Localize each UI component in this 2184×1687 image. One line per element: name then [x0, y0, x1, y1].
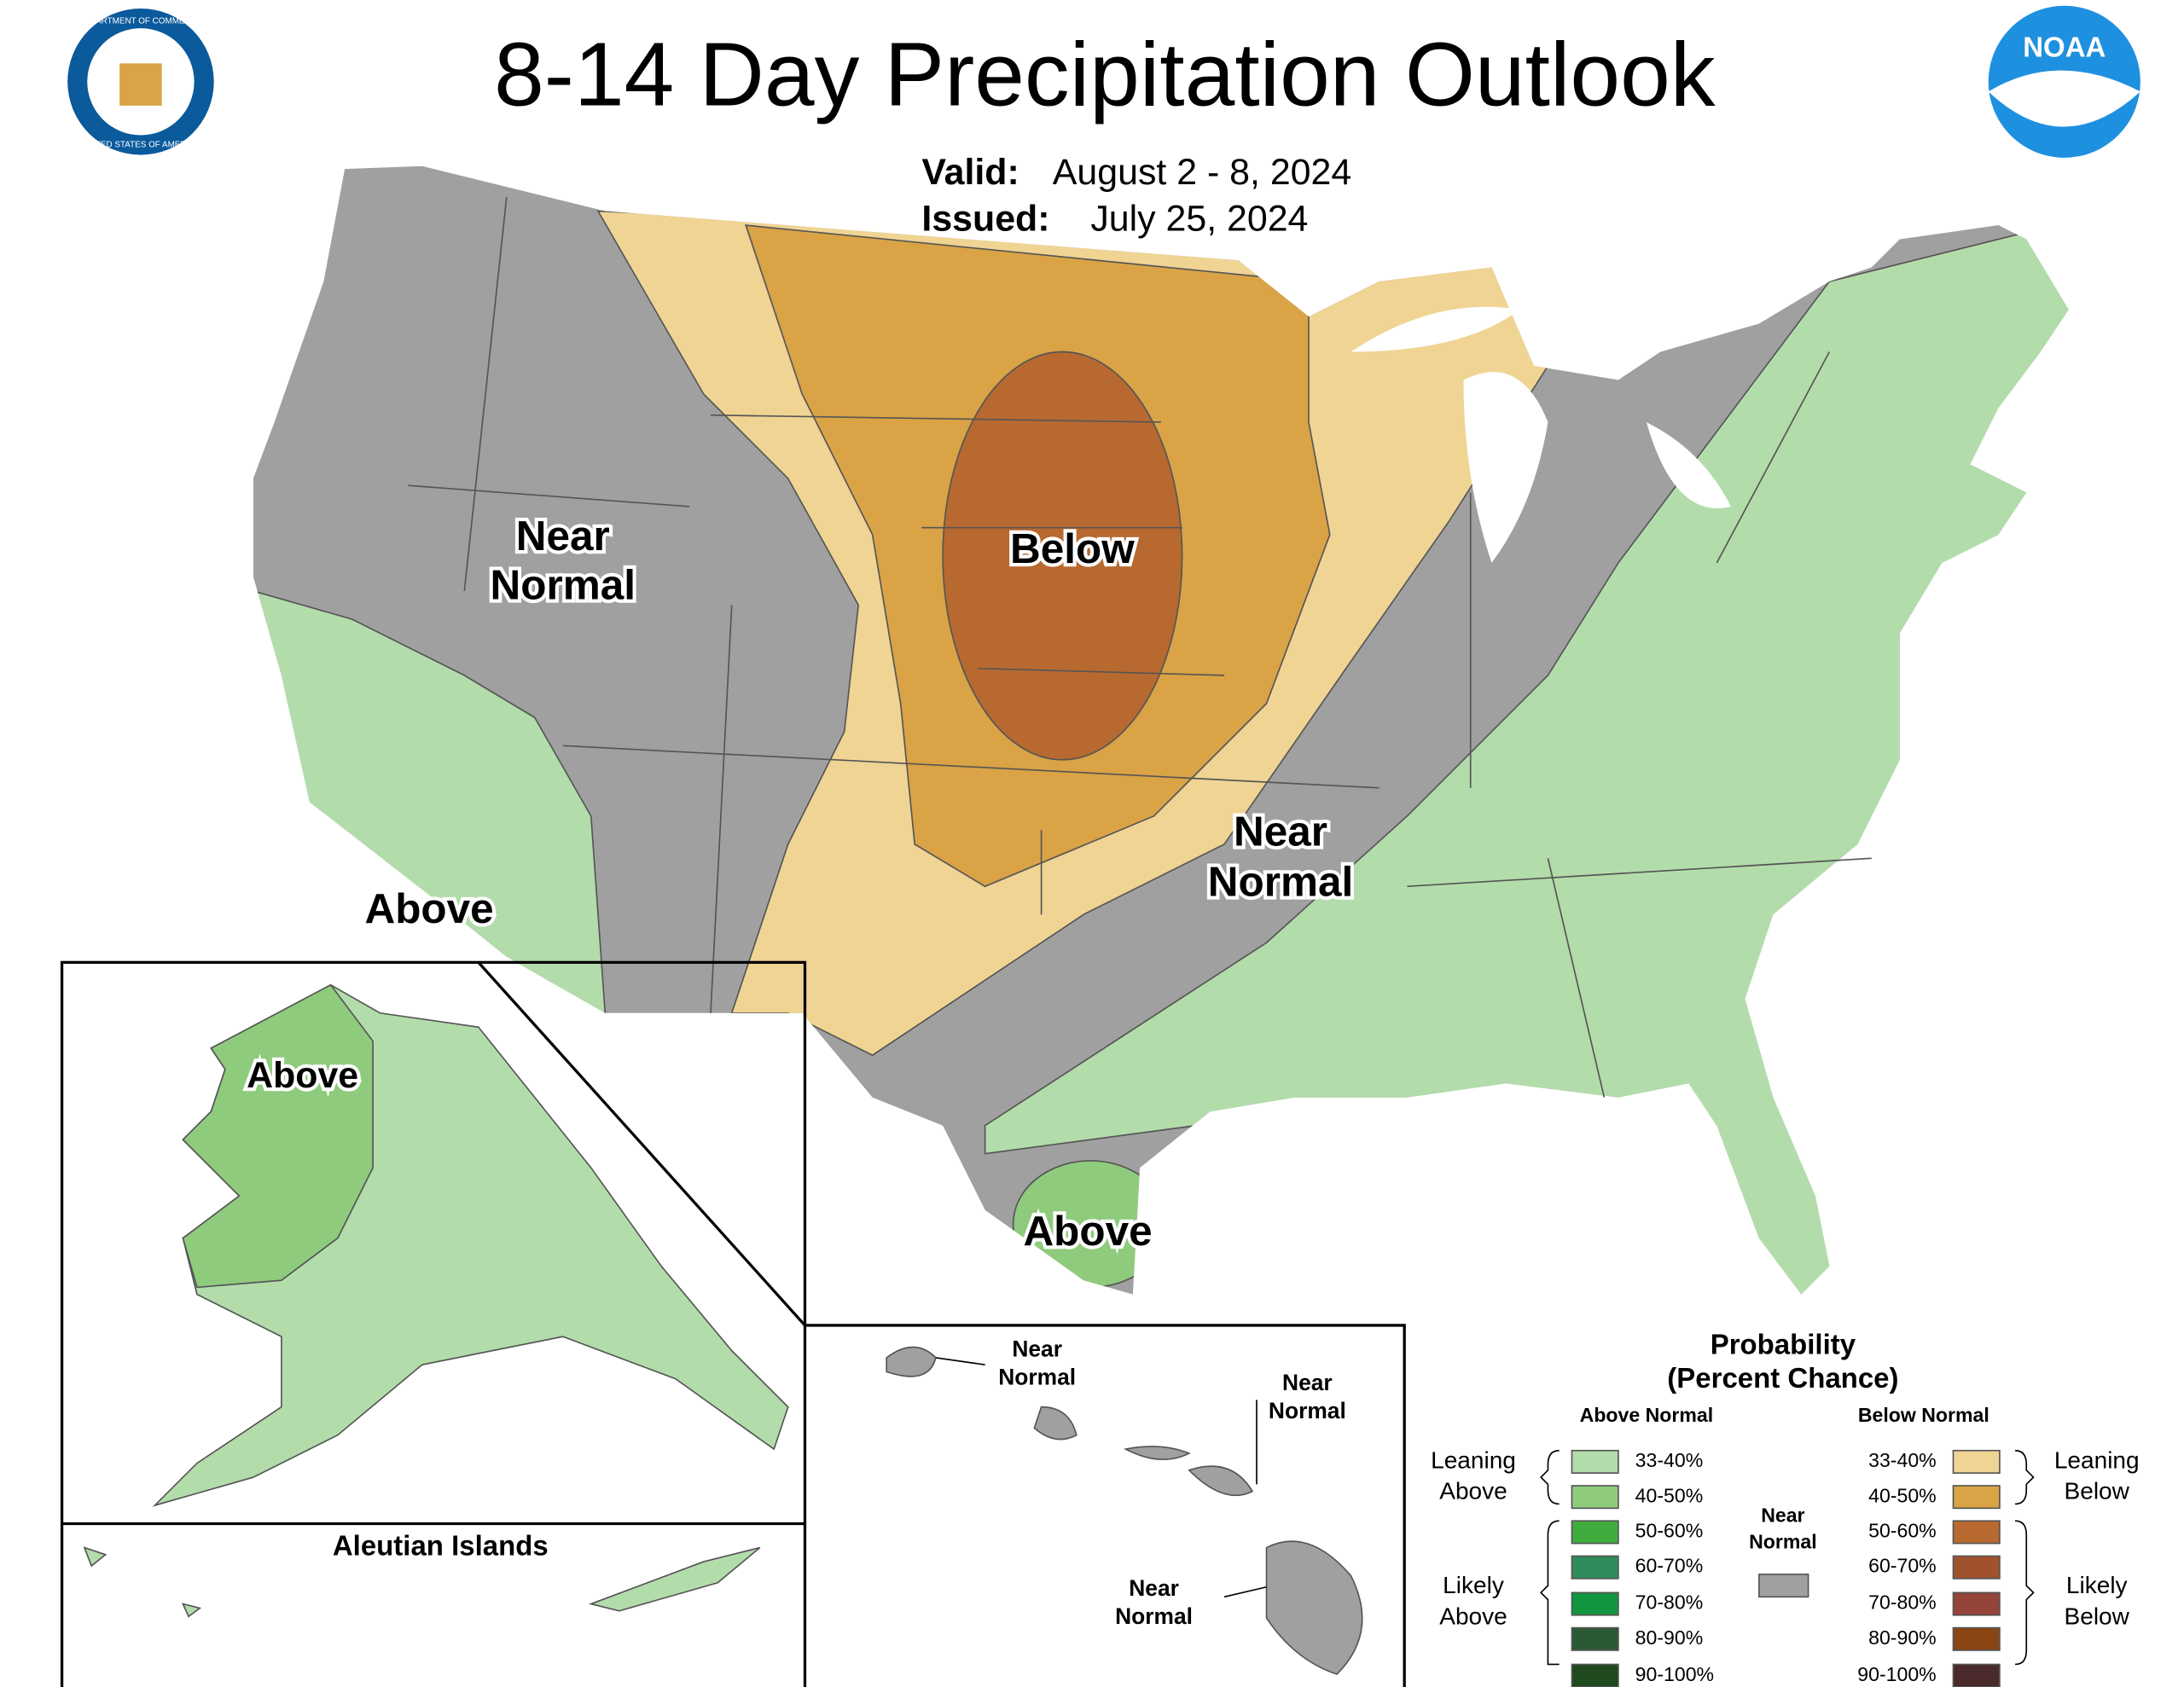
legend-group: Leaning	[2054, 1446, 2140, 1473]
legend-swatch	[1952, 1485, 2001, 1510]
legend-swatch	[1571, 1449, 1619, 1474]
legend-range: 60-70%	[1635, 1555, 1704, 1577]
legend-swatch	[1952, 1520, 2001, 1545]
region-label: Above	[1023, 1208, 1152, 1255]
legend-title: (Percent Chance)	[1667, 1362, 1898, 1394]
region-label: Above	[364, 885, 493, 932]
legend-range: 60-70%	[1868, 1555, 1937, 1577]
seal-text: UNITED STATES OF AMERICA	[81, 141, 201, 150]
legend-range: 50-60%	[1868, 1520, 1937, 1542]
legend-swatch	[1952, 1591, 2001, 1616]
issued-label: Issued:	[921, 198, 1049, 239]
legend-swatch	[1571, 1520, 1619, 1545]
legend-group: Below	[2065, 1478, 2130, 1504]
legend-range: 33-40%	[1635, 1449, 1704, 1471]
issued-date: July 25, 2024	[1090, 198, 1308, 239]
legend-group: Above	[1439, 1603, 1507, 1629]
region-label: Normal	[491, 562, 636, 609]
alaska-inset	[60, 960, 1406, 1687]
legend: Probability (Percent Chance) Above Norma…	[1431, 1328, 2140, 1687]
legend-swatch	[1952, 1449, 2001, 1474]
noaa-logo: NOAA	[1988, 5, 2140, 158]
legend-group: Below	[2065, 1603, 2130, 1629]
legend-range: 40-50%	[1635, 1484, 1704, 1506]
valid-date: August 2 - 8, 2024	[1053, 152, 1351, 193]
legend-range: 40-50%	[1868, 1484, 1937, 1506]
seal: DEPARTMENT OF COMMERCE UNITED STATES OF …	[67, 9, 214, 155]
title: 8-14 Day Precipitation Outlook	[494, 25, 1716, 125]
region-label: Near	[516, 513, 610, 559]
legend-range: 80-90%	[1868, 1626, 1937, 1649]
legend-group: Leaning	[1431, 1446, 1516, 1473]
legend-title: Probability	[1711, 1328, 1856, 1359]
legend-swatch	[1952, 1663, 2001, 1687]
legend-range: 70-80%	[1868, 1591, 1937, 1614]
hawaii-label: Normal	[1269, 1398, 1346, 1423]
legend-range: 33-40%	[1868, 1449, 1937, 1471]
hawaii-label: Near	[1012, 1336, 1062, 1362]
region-label: Near	[1234, 808, 1327, 855]
legend-heading: Above Normal	[1580, 1404, 1713, 1426]
legend-near: Normal	[1749, 1531, 1817, 1553]
hawaii-label: Normal	[1115, 1603, 1193, 1629]
near-swatch	[1758, 1574, 1809, 1598]
region-label: Normal	[1208, 859, 1353, 906]
hawaii-label: Normal	[998, 1365, 1076, 1390]
legend-group: Likely	[2066, 1572, 2128, 1598]
region-label: Below	[1010, 525, 1135, 572]
aleutian-label: Aleutian Islands	[333, 1529, 549, 1561]
hawaii-label: Near	[1129, 1575, 1179, 1601]
legend-range: 90-100%	[1635, 1663, 1714, 1685]
legend-range: 70-80%	[1635, 1591, 1704, 1614]
legend-swatch	[1571, 1663, 1619, 1687]
hawaii-islands	[886, 1346, 1363, 1675]
hawaii-label: Near	[1282, 1370, 1333, 1395]
legend-near: Near	[1761, 1504, 1804, 1526]
seal-text: DEPARTMENT OF COMMERCE	[79, 16, 203, 26]
alaska-label: Above	[247, 1055, 358, 1096]
noaa-text: NOAA	[2023, 32, 2106, 63]
legend-swatch	[1571, 1591, 1619, 1616]
legend-range: 80-90%	[1635, 1626, 1704, 1649]
legend-swatch	[1952, 1626, 2001, 1651]
legend-range: 50-60%	[1635, 1520, 1704, 1542]
legend-group: Likely	[1443, 1572, 1504, 1598]
state-lines	[408, 196, 1872, 1098]
legend-swatch	[1571, 1626, 1619, 1651]
legend-swatch	[1571, 1485, 1619, 1510]
legend-swatch	[1952, 1555, 2001, 1580]
legend-swatch	[1571, 1555, 1619, 1580]
legend-group: Above	[1439, 1478, 1507, 1504]
valid-label: Valid:	[921, 152, 1019, 193]
legend-heading: Below Normal	[1858, 1404, 1989, 1426]
legend-range: 90-100%	[1857, 1663, 1936, 1685]
